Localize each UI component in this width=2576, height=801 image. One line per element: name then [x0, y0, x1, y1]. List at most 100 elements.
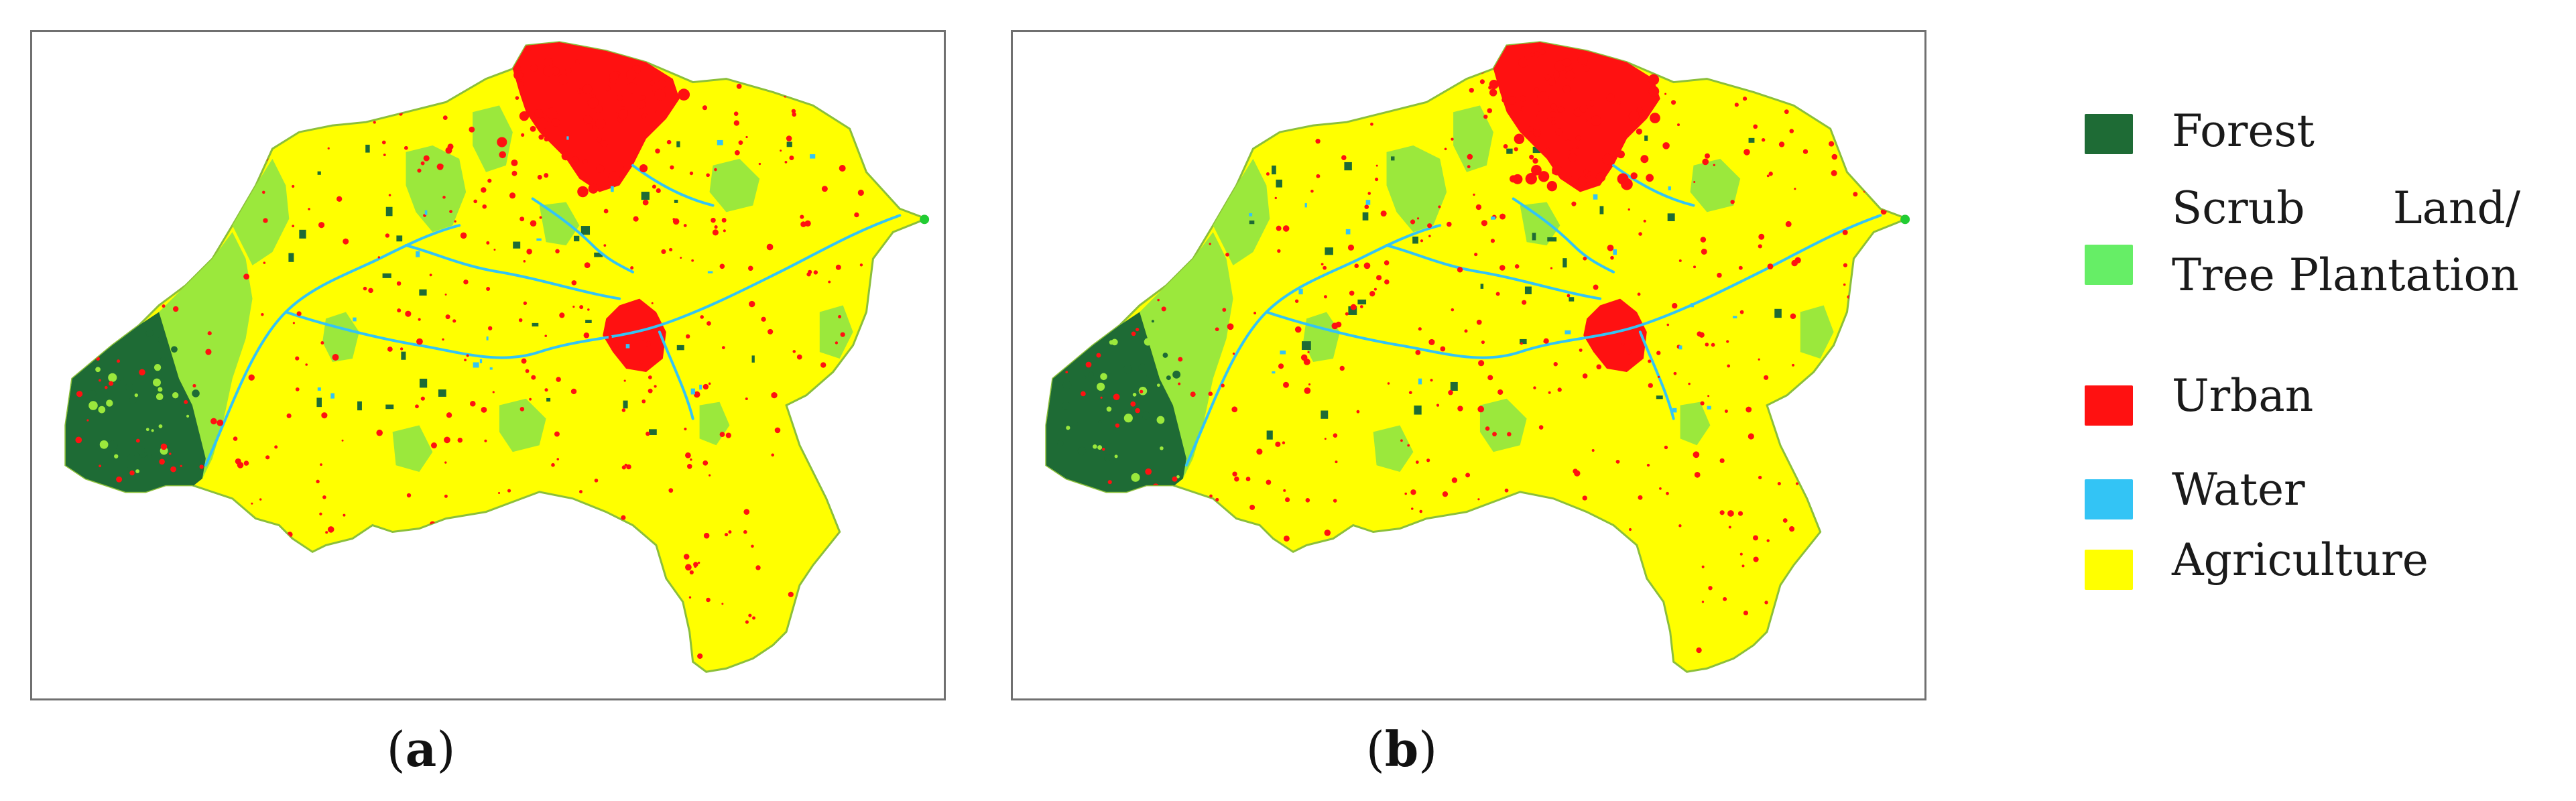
urban-dot [1483, 114, 1488, 119]
urban-dot [575, 59, 580, 64]
urban-dot [1415, 460, 1419, 464]
forest-patch [623, 400, 628, 409]
urban-dot [1457, 267, 1463, 273]
urban-dot [498, 491, 501, 494]
urban-dot [487, 178, 492, 183]
urban-dot [1707, 395, 1710, 397]
urban-dot [1654, 65, 1662, 72]
urban-dot [1760, 655, 1766, 661]
urban-dot [1085, 361, 1092, 368]
urban-dot [747, 265, 753, 271]
urban-dot [1331, 322, 1339, 330]
water-body [1304, 203, 1307, 208]
urban-dot [558, 74, 568, 85]
urban-dot [1180, 62, 1184, 66]
urban-dot [1249, 82, 1254, 88]
urban-dot [127, 131, 133, 137]
urban-dot [1650, 113, 1660, 123]
urban-dot [292, 184, 295, 188]
urban-dot [1089, 53, 1097, 60]
scrub-region [1213, 158, 1270, 265]
urban-dot [813, 270, 818, 275]
urban-dot [403, 586, 407, 589]
urban-dot [1384, 279, 1390, 285]
urban-dot [464, 359, 467, 362]
urban-dot [318, 620, 321, 624]
forest-texture [1123, 365, 1132, 374]
urban-dot [263, 261, 266, 264]
urban-dot [473, 548, 477, 552]
urban-dot [1538, 504, 1545, 510]
urban-dot [1316, 174, 1321, 178]
urban-dot [292, 225, 295, 228]
urban-dot [1792, 363, 1795, 367]
urban-dot [752, 616, 756, 620]
urban-dot [748, 613, 752, 617]
urban-dot [1231, 406, 1238, 413]
urban-dot [343, 578, 349, 583]
urban-dot [81, 645, 84, 648]
urban-dot [530, 125, 536, 132]
urban-dot [1514, 264, 1520, 269]
forest-texture [1059, 317, 1063, 321]
scrub-swatch [2085, 245, 2133, 285]
urban-dot [314, 649, 321, 656]
forest-patch [574, 235, 580, 242]
urban-dot [444, 494, 448, 498]
urban-dot [835, 113, 840, 117]
urban-dot [1894, 617, 1901, 623]
forest-texture [105, 336, 113, 344]
forest-texture [1088, 371, 1094, 378]
urban-dot [170, 466, 176, 473]
urban-dot [600, 140, 608, 147]
urban-dot [1673, 371, 1677, 375]
urban-dot [517, 72, 524, 78]
urban-dot [1197, 121, 1200, 124]
urban-dot [1504, 488, 1509, 493]
urban-dot [879, 167, 883, 171]
forest-texture [1166, 375, 1171, 381]
urban-dot [796, 354, 802, 360]
urban-dot [794, 72, 801, 78]
urban-dot [1617, 101, 1621, 105]
urban-dot [1637, 292, 1641, 296]
urban-dot [1693, 451, 1700, 458]
forest-texture [1114, 454, 1118, 458]
urban-dot [670, 165, 674, 170]
urban-dot [621, 465, 626, 470]
urban-dot [1521, 106, 1524, 109]
forest-patch [1321, 410, 1329, 419]
urban-dot [1274, 196, 1277, 200]
urban-dot [193, 125, 196, 128]
urban-dot [576, 547, 581, 552]
forest-patch [786, 141, 792, 147]
forest-texture [114, 454, 119, 458]
urban-dot [1758, 244, 1762, 249]
urban-dot [86, 419, 89, 422]
urban-dot [733, 111, 739, 116]
urban-dot [406, 493, 412, 498]
urban-dot [1428, 338, 1435, 345]
urban-dot [1152, 483, 1159, 490]
urban-dot [1670, 100, 1676, 105]
urban-dot [187, 508, 192, 513]
urban-dot [1777, 481, 1781, 486]
urban-dot [1347, 244, 1355, 251]
urban-dot [646, 431, 650, 436]
urban-dot [1610, 255, 1614, 260]
urban-dot [1186, 161, 1192, 166]
urban-dot [251, 502, 253, 505]
forest-texture [1058, 367, 1062, 371]
urban-dot [385, 233, 390, 238]
forest-patch [1774, 308, 1782, 318]
urban-dot [430, 69, 437, 76]
urban-dot [870, 497, 874, 501]
urban-dot [1410, 219, 1416, 225]
urban-dot [1178, 200, 1182, 203]
urban-dot [519, 111, 530, 121]
urban-dot [1760, 81, 1764, 84]
urban-dot [1640, 155, 1649, 164]
urban-dot [608, 335, 612, 339]
urban-dot [469, 126, 475, 133]
urban-dot [1841, 325, 1849, 332]
